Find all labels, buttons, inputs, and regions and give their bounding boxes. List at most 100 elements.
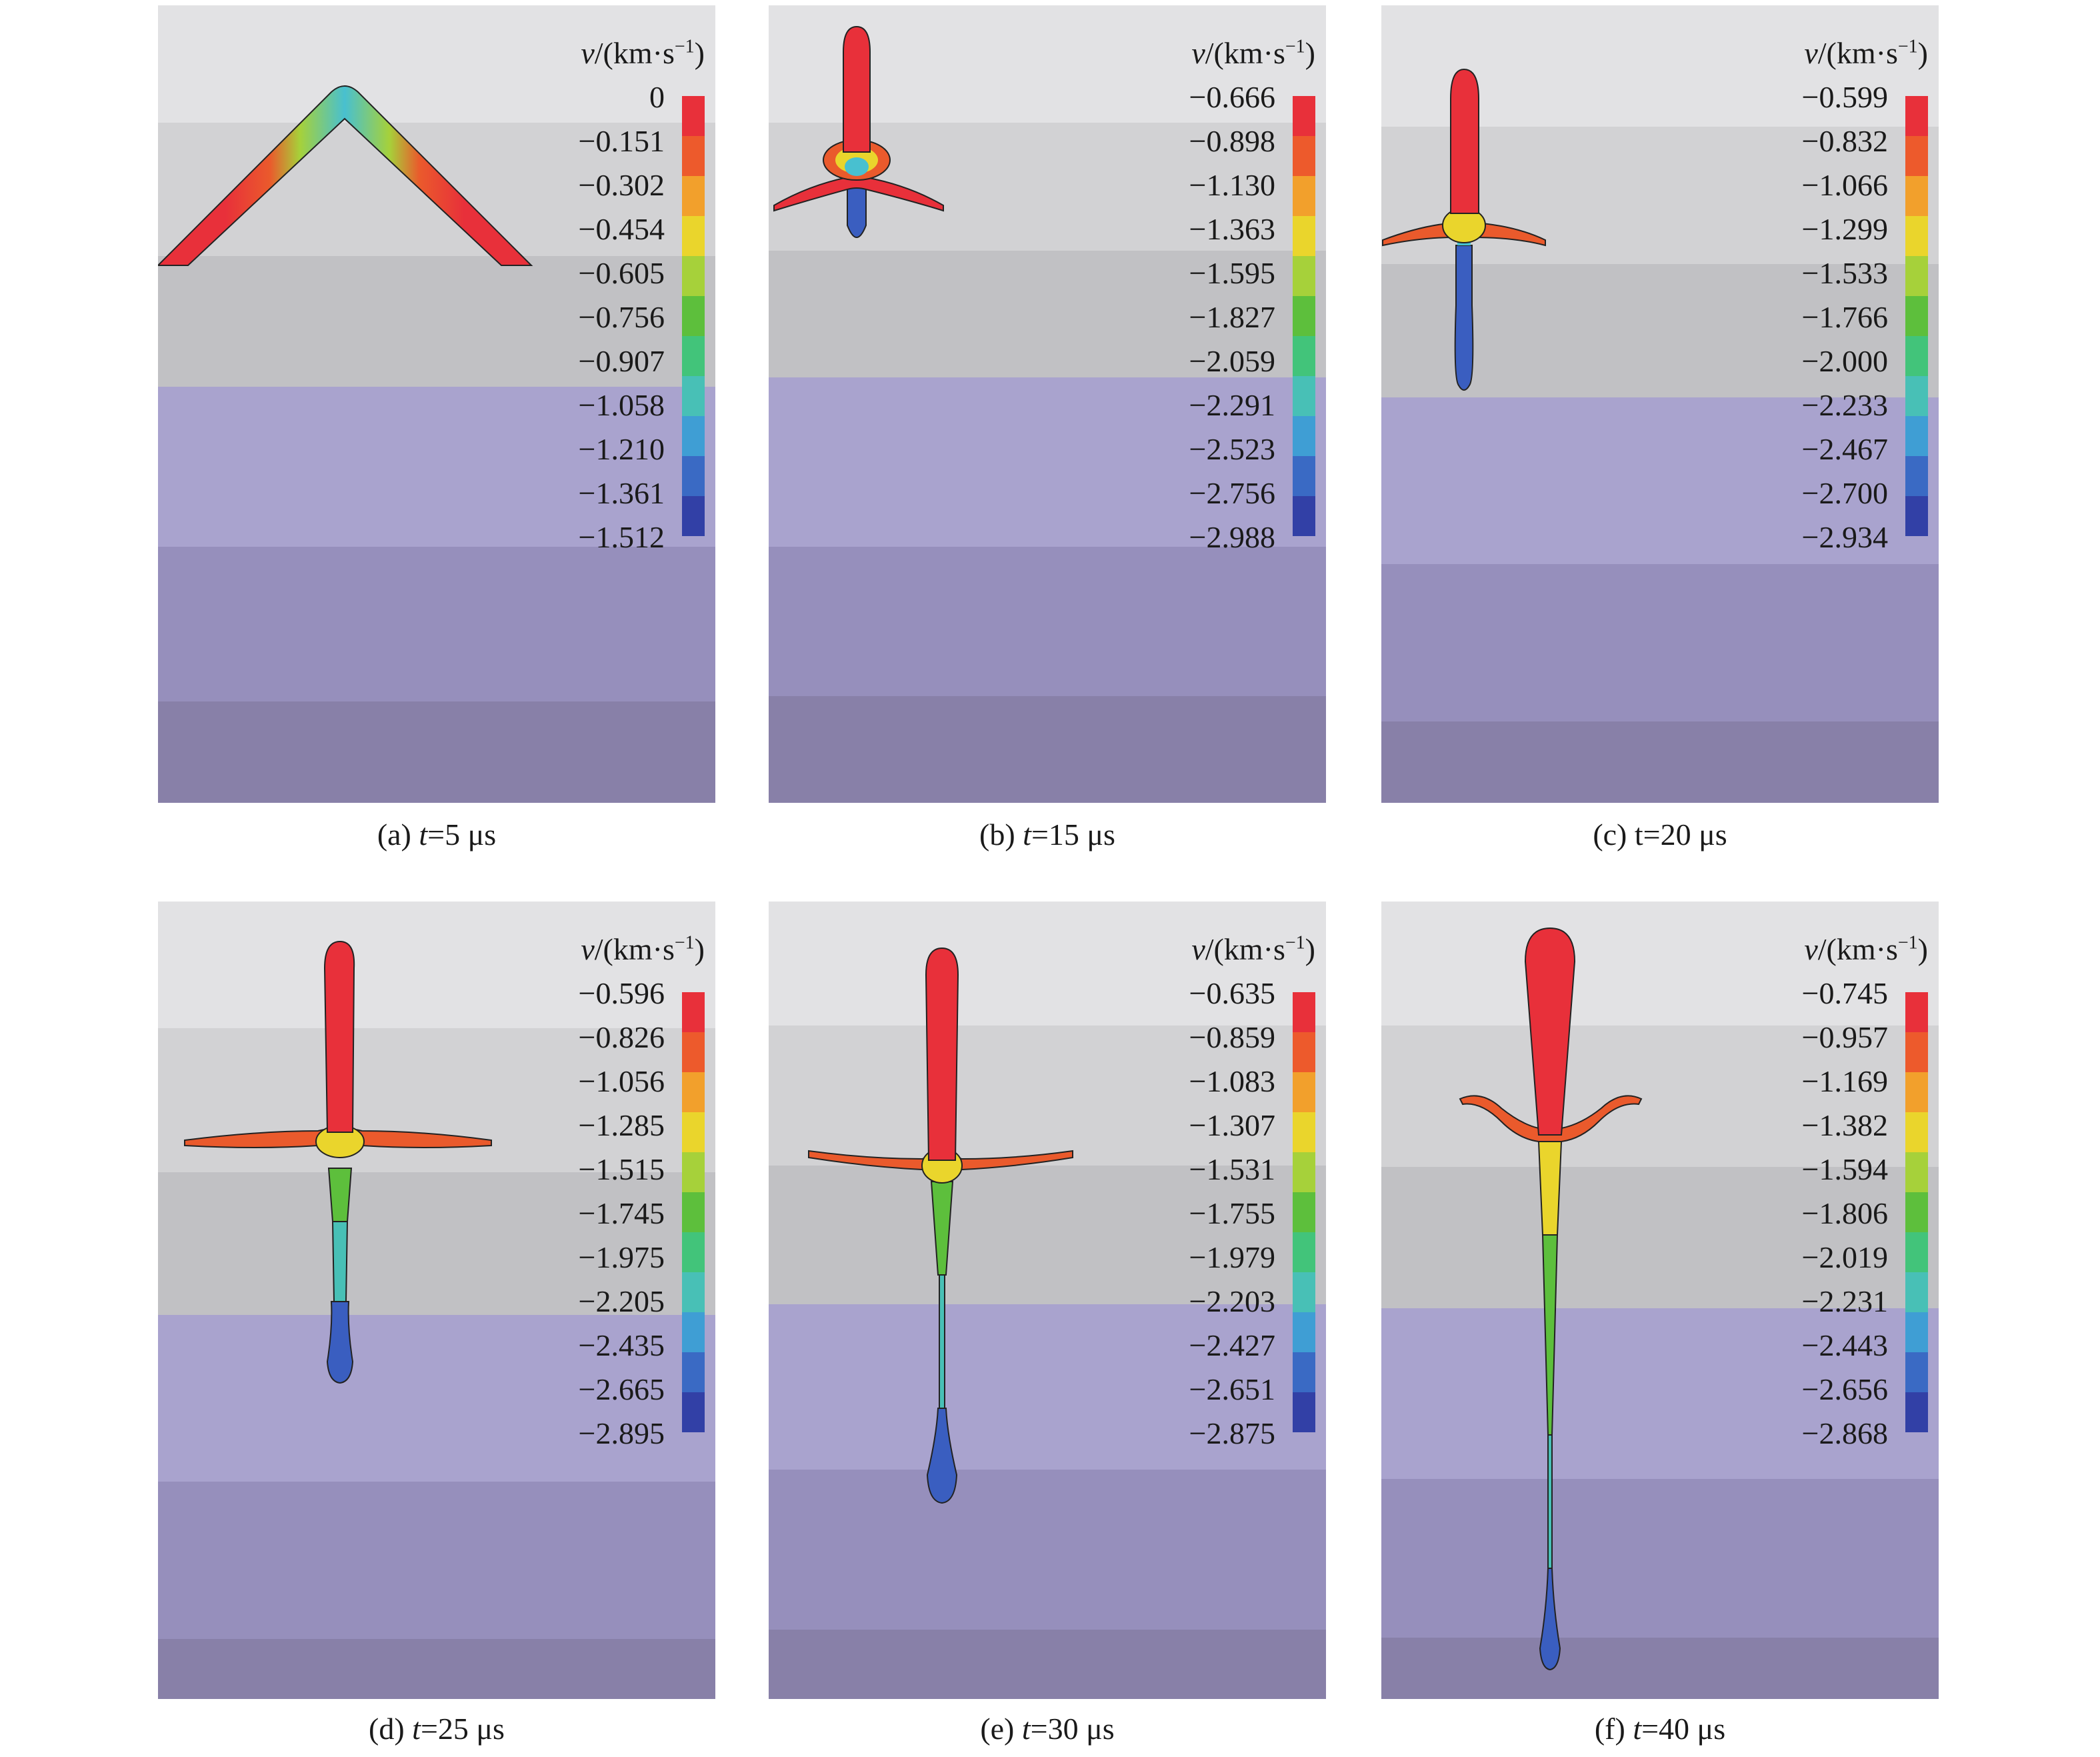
tick-label: −2.291 <box>1189 388 1275 422</box>
colorbar-segment <box>1293 1032 1315 1072</box>
colorbar-segment <box>1905 1112 1928 1152</box>
tick-label: −0.826 <box>578 1020 665 1054</box>
simulation-field-f <box>1381 902 1939 1699</box>
panel-a: v/(km·s−1) 0 −0.151 −0.302 −0.454 −0.605… <box>158 5 715 803</box>
simulation-field-c <box>1381 5 1939 803</box>
tick-label: −0.907 <box>578 344 665 378</box>
tick-label: −1.363 <box>1189 212 1275 246</box>
tick-label: −1.979 <box>1189 1240 1275 1274</box>
colorbar-segment <box>1293 176 1315 216</box>
colorbar-segment <box>1905 416 1928 456</box>
tick-label: −0.596 <box>578 976 665 1010</box>
colorbar-segment <box>1293 376 1315 416</box>
liner-a <box>158 85 533 266</box>
tick-label: −2.868 <box>1801 1416 1888 1450</box>
colorbar-segment <box>1905 256 1928 296</box>
slug-c <box>1450 68 1479 214</box>
colorbar-a <box>682 96 705 536</box>
colorbar-segment <box>682 376 705 416</box>
jet-stretch-e <box>926 1408 958 1504</box>
colorbar-segment <box>1293 456 1315 496</box>
colorbar-segment <box>682 1352 705 1392</box>
tick-label: −1.806 <box>1801 1196 1888 1230</box>
tick-label: −0.599 <box>1801 80 1888 114</box>
caption-d: (d) t=25 μs <box>369 1712 505 1746</box>
legend-title-f: v/(km·s−1) <box>1804 932 1928 966</box>
colorbar-segment <box>1293 96 1315 136</box>
tick-label: −0.666 <box>1189 80 1275 114</box>
colorbar-segment <box>1905 1072 1928 1112</box>
tick-label: −2.203 <box>1189 1284 1275 1318</box>
colorbar-segment <box>1905 496 1928 536</box>
colorbar-segment <box>1293 1312 1315 1352</box>
simulation-field-d <box>158 902 715 1699</box>
tick-label: −0.302 <box>578 168 665 202</box>
tick-label: −1.512 <box>578 520 665 554</box>
tick-label: −2.756 <box>1189 476 1275 510</box>
simulation-field-a <box>158 5 715 803</box>
tick-label: −0.605 <box>578 256 665 290</box>
colorbar-segment <box>682 216 705 256</box>
colorbar-segment <box>682 416 705 456</box>
colorbar-segment <box>682 176 705 216</box>
colorbar-segment <box>1293 496 1315 536</box>
tick-label: −2.427 <box>1189 1328 1275 1362</box>
colorbar-segment <box>1905 336 1928 376</box>
colorbar-segment <box>1293 1392 1315 1432</box>
tick-label: −0.745 <box>1801 976 1888 1010</box>
tick-label: −2.651 <box>1189 1372 1275 1406</box>
tick-label: −1.169 <box>1801 1064 1888 1098</box>
legend-title-c: v/(km·s−1) <box>1804 36 1928 70</box>
tick-label: −1.058 <box>578 388 665 422</box>
colorbar-segment <box>1905 1032 1928 1072</box>
colorbar-segment <box>1905 1232 1928 1272</box>
simulation-field-e <box>769 902 1326 1699</box>
tick-label: −1.210 <box>578 432 665 466</box>
colorbar-segment <box>1293 416 1315 456</box>
tick-label: −1.307 <box>1189 1108 1275 1142</box>
legend-title-a: v/(km·s−1) <box>581 36 705 70</box>
tick-label: −2.205 <box>578 1284 665 1318</box>
tick-label: −2.656 <box>1801 1372 1888 1406</box>
tick-label: −1.595 <box>1189 256 1275 290</box>
colorbar-e <box>1293 992 1315 1432</box>
tick-label: −0.756 <box>578 300 665 334</box>
tick-label: −2.875 <box>1189 1416 1275 1450</box>
tick-label: −1.755 <box>1189 1196 1275 1230</box>
colorbar-segment <box>1905 376 1928 416</box>
colorbar-segment <box>1293 1232 1315 1272</box>
slug-d <box>323 940 355 1133</box>
tick-label: −1.285 <box>578 1108 665 1142</box>
colorbar-segment <box>1905 96 1928 136</box>
colorbar-segment <box>1905 992 1928 1032</box>
tick-label: −0.957 <box>1801 1020 1888 1054</box>
caption-b: (b) t=15 μs <box>979 817 1115 851</box>
tick-label: −2.523 <box>1189 432 1275 466</box>
jet-stretch-d <box>326 1301 354 1384</box>
colorbar-segment <box>1905 1352 1928 1392</box>
colorbar-b <box>1293 96 1315 536</box>
colorbar-segment <box>682 336 705 376</box>
colorbar-segment <box>682 1272 705 1312</box>
tick-label: 0 <box>649 80 665 114</box>
tick-label: −1.766 <box>1801 300 1888 334</box>
colorbar-f <box>1905 992 1928 1432</box>
tick-label: −2.435 <box>578 1328 665 1362</box>
colorbar-segment <box>1293 992 1315 1032</box>
colorbar-segment <box>682 496 705 536</box>
jet-stretch-f <box>1539 1568 1561 1671</box>
jet-stretch-c <box>1454 245 1474 391</box>
colorbar-segment <box>682 992 705 1032</box>
colorbar-segment <box>682 136 705 176</box>
colorbar-segment <box>1905 1192 1928 1232</box>
panel-e: v/(km·s−1) −0.635 −0.859 −1.083 −1.307 −… <box>769 902 1326 1699</box>
tick-label: −2.988 <box>1189 520 1275 554</box>
colorbar-segment <box>1905 296 1928 336</box>
tick-label: −0.832 <box>1801 124 1888 158</box>
tick-label: −2.467 <box>1801 432 1888 466</box>
colorbar-segment <box>682 1032 705 1072</box>
colorbar-segment <box>682 1072 705 1112</box>
tick-label: −1.083 <box>1189 1064 1275 1098</box>
panel-c: v/(km·s−1) −0.599 −0.832 −1.066 −1.299 −… <box>1381 5 1939 803</box>
slug-e <box>925 947 959 1161</box>
